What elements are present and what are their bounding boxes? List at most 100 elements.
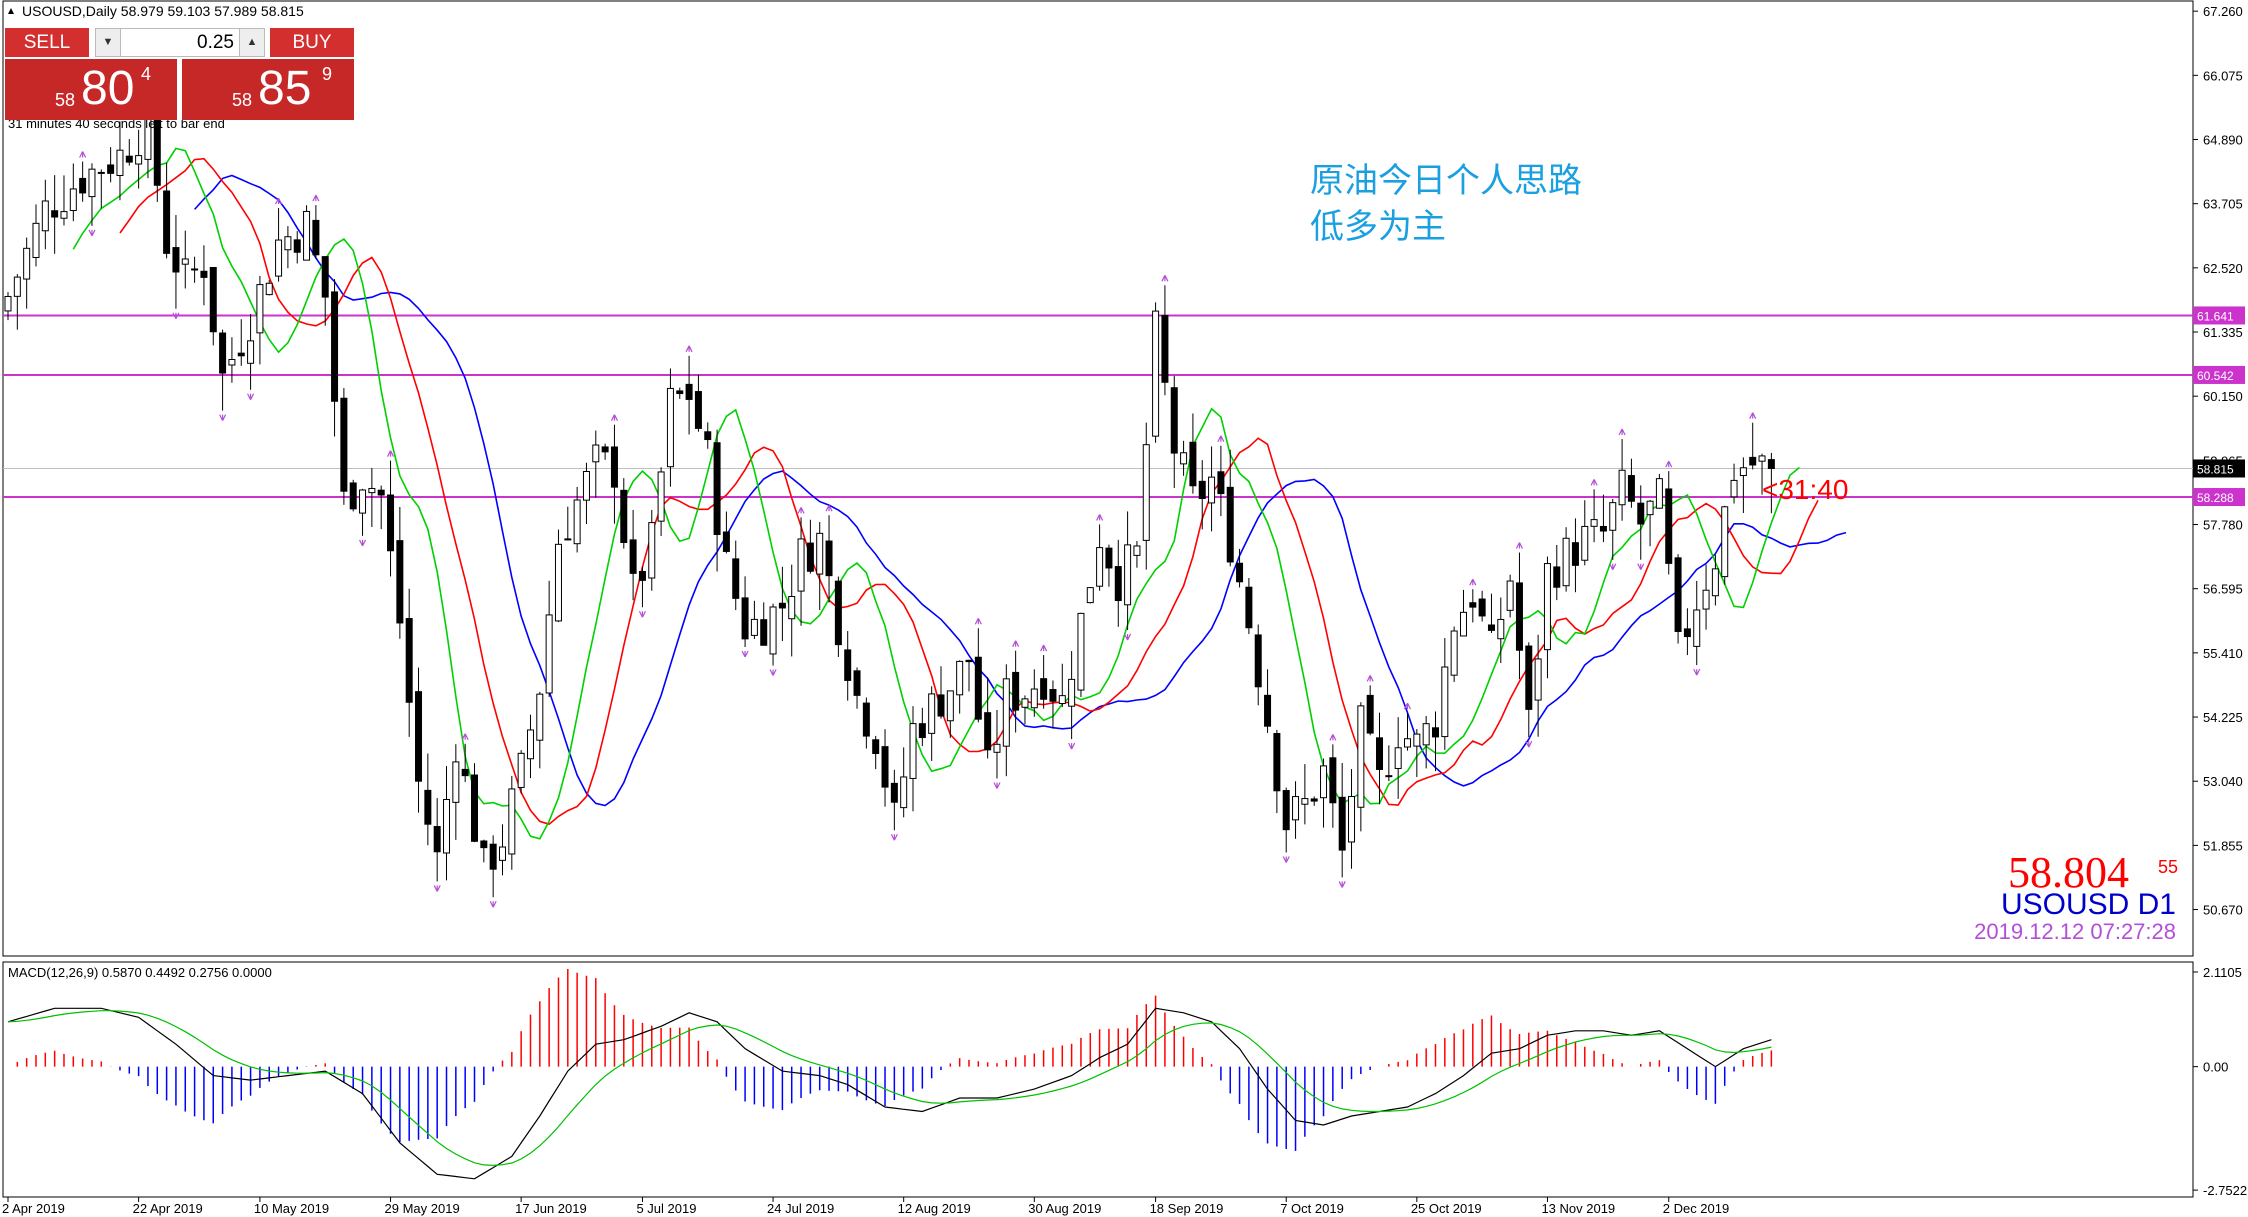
candle bbox=[1077, 612, 1085, 697]
candle bbox=[834, 576, 842, 657]
lot-increase-icon[interactable]: ▲ bbox=[239, 29, 264, 56]
candle bbox=[1506, 574, 1514, 618]
level-price-label: 60.542 bbox=[2197, 369, 2234, 383]
candle bbox=[1711, 554, 1719, 606]
candle bbox=[517, 750, 525, 794]
price-axis-label: 66.075 bbox=[2203, 68, 2243, 83]
candle-body bbox=[1422, 723, 1430, 746]
candle bbox=[41, 179, 49, 250]
fractal-up-marker bbox=[1749, 412, 1757, 419]
candle-body bbox=[554, 543, 562, 622]
candle bbox=[1459, 589, 1467, 637]
candle bbox=[1180, 440, 1188, 476]
candle-body bbox=[1749, 456, 1757, 466]
candle-body bbox=[1739, 467, 1747, 477]
lot-size-field[interactable]: ▼ 0.25 ▲ bbox=[95, 28, 265, 57]
macd-axis-label: 2.1105 bbox=[2203, 965, 2242, 980]
candle-body bbox=[676, 390, 684, 395]
macd-axis-label: 0.00 bbox=[2203, 1060, 2228, 1075]
candle-body bbox=[1413, 733, 1421, 747]
candle-body bbox=[368, 487, 376, 494]
candle-body bbox=[415, 691, 423, 782]
candle-body bbox=[825, 540, 833, 577]
candle-body bbox=[704, 431, 712, 441]
candle bbox=[1571, 518, 1579, 593]
candle-body bbox=[1245, 586, 1253, 629]
candle bbox=[1301, 764, 1309, 825]
candle-body bbox=[1534, 658, 1542, 701]
candle-body bbox=[1170, 387, 1178, 454]
candle-body bbox=[1646, 500, 1654, 516]
price-panel[interactable] bbox=[2, 0, 2194, 957]
fractal-up-marker bbox=[825, 504, 833, 512]
fractal-down-marker bbox=[88, 229, 96, 237]
candle bbox=[1329, 744, 1337, 828]
candle-body bbox=[284, 236, 292, 251]
sell-button[interactable]: SELL bbox=[5, 28, 89, 57]
lot-size-value[interactable]: 0.25 bbox=[197, 32, 234, 53]
fractal-down-marker bbox=[1525, 740, 1533, 748]
candle bbox=[443, 766, 451, 881]
candle-body bbox=[1404, 738, 1411, 748]
candle-body bbox=[331, 291, 339, 402]
candle-body bbox=[452, 761, 460, 803]
candle-body bbox=[4, 295, 12, 312]
candle bbox=[1767, 452, 1775, 514]
fractal-up-marker bbox=[1217, 435, 1225, 443]
candle bbox=[965, 659, 973, 692]
price-axis-label: 64.890 bbox=[2203, 133, 2243, 148]
candle-body bbox=[498, 846, 506, 861]
candle-body bbox=[592, 444, 600, 463]
candle bbox=[1618, 439, 1626, 521]
lot-decrease-icon[interactable]: ▼ bbox=[96, 29, 121, 56]
candle-body bbox=[1273, 733, 1281, 792]
candle-body bbox=[443, 799, 451, 854]
fractal-down-marker bbox=[1124, 633, 1132, 641]
candle-body bbox=[610, 446, 618, 488]
candle-body bbox=[1385, 775, 1393, 778]
candle-body bbox=[536, 693, 544, 741]
candle-body bbox=[51, 210, 59, 218]
macd-panel[interactable] bbox=[2, 961, 2194, 1198]
date-axis-label: 29 May 2019 bbox=[385, 1201, 460, 1216]
candle bbox=[489, 835, 497, 898]
candle bbox=[1189, 413, 1197, 494]
fractal-down-marker bbox=[1609, 563, 1617, 571]
candle bbox=[1627, 458, 1635, 508]
candle bbox=[471, 763, 478, 843]
sell-price-box[interactable]: 58 80 4 bbox=[5, 59, 177, 120]
candle bbox=[1599, 494, 1607, 543]
candle bbox=[1012, 650, 1020, 733]
sell-price-sup: 4 bbox=[141, 64, 152, 84]
buy-price-prefix: 58 bbox=[232, 90, 253, 110]
candle bbox=[13, 274, 21, 330]
date-axis-label: 25 Oct 2019 bbox=[1411, 1201, 1482, 1216]
fractal-up-marker bbox=[1366, 675, 1374, 682]
candle-body bbox=[788, 596, 796, 620]
candle bbox=[1086, 587, 1094, 604]
candle bbox=[1749, 422, 1757, 470]
candle-body bbox=[405, 618, 413, 703]
candle-body bbox=[1180, 452, 1188, 465]
candle bbox=[1655, 473, 1663, 509]
candle-body bbox=[107, 164, 115, 174]
candle-body bbox=[1198, 480, 1206, 499]
buy-price-box[interactable]: 58 85 9 bbox=[182, 59, 354, 120]
candle-body bbox=[1394, 747, 1402, 769]
candle bbox=[508, 775, 516, 870]
candle bbox=[918, 707, 926, 747]
candle bbox=[881, 729, 889, 807]
candle-body bbox=[1161, 315, 1169, 383]
candle bbox=[1739, 457, 1747, 514]
candle-body bbox=[722, 531, 730, 552]
candle-body bbox=[956, 660, 964, 696]
candle bbox=[1264, 669, 1272, 733]
candle-body bbox=[844, 649, 852, 681]
buy-button[interactable]: BUY bbox=[270, 28, 354, 57]
candle bbox=[760, 602, 768, 646]
candle bbox=[890, 769, 898, 831]
candle bbox=[1320, 758, 1328, 828]
fractal-up-marker bbox=[461, 733, 469, 741]
candle-body bbox=[1525, 645, 1533, 710]
